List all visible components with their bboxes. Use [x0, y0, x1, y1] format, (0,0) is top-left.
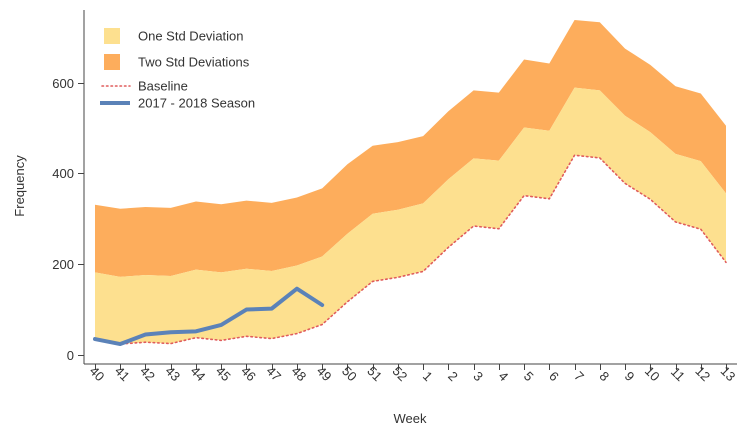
area-layer	[95, 19, 726, 345]
x-tick-label: 47	[263, 363, 284, 384]
x-tick-label: 9	[622, 368, 638, 384]
season-line	[93, 286, 325, 347]
x-tick-label: 49	[314, 363, 335, 384]
x-tick-label: 43	[162, 363, 183, 384]
x-tick-label: 6	[546, 368, 562, 384]
two_std-legend-label: Two Std Deviations	[138, 55, 250, 70]
two_std-legend-swatch	[104, 54, 120, 70]
x-tick-label: 40	[87, 363, 108, 384]
one_std-legend-swatch	[104, 28, 120, 44]
x-tick-label: 46	[238, 363, 259, 384]
x-tick-label: 42	[137, 363, 158, 384]
x-tick-label: 50	[339, 363, 360, 384]
y-axis-label: Frequency	[12, 155, 27, 217]
x-tick-label: 51	[364, 363, 385, 384]
y-tick-label: 400	[52, 166, 74, 181]
y-tick-label: 0	[67, 348, 74, 363]
x-tick-label: 41	[112, 363, 133, 384]
y-tick-label: 600	[52, 76, 74, 91]
x-tick-label: 8	[597, 368, 613, 384]
baseline-legend-label: Baseline	[138, 79, 188, 94]
legend: One Std Deviation Two Std Deviations Basel…	[100, 28, 255, 111]
x-tick-label: 45	[213, 363, 234, 384]
one_std-legend-label: One Std Deviation	[138, 29, 244, 44]
x-tick-label: 5	[521, 368, 537, 384]
x-axis-label: Week	[394, 411, 427, 426]
two-std-band	[95, 19, 726, 277]
x-tick-label: 4	[496, 368, 512, 384]
x-tick-label: 1	[420, 368, 436, 384]
x-tick-label: 52	[390, 363, 411, 384]
x-tick-label: 2	[445, 368, 461, 384]
one-std-band	[95, 87, 726, 345]
x-tick-label: 12	[692, 363, 713, 384]
line-layer	[93, 154, 727, 347]
x-tick-label: 48	[289, 363, 310, 384]
x-tick-label: 10	[642, 363, 663, 384]
y-tick-label: 200	[52, 257, 74, 272]
season-legend-label: 2017 - 2018 Season	[138, 96, 255, 111]
x-tick-label: 3	[470, 368, 486, 384]
x-tick-label: 13	[718, 363, 739, 384]
x-tick-label: 7	[571, 368, 587, 384]
x-tick-label: 11	[668, 364, 688, 384]
x-tick-label: 44	[188, 363, 209, 384]
